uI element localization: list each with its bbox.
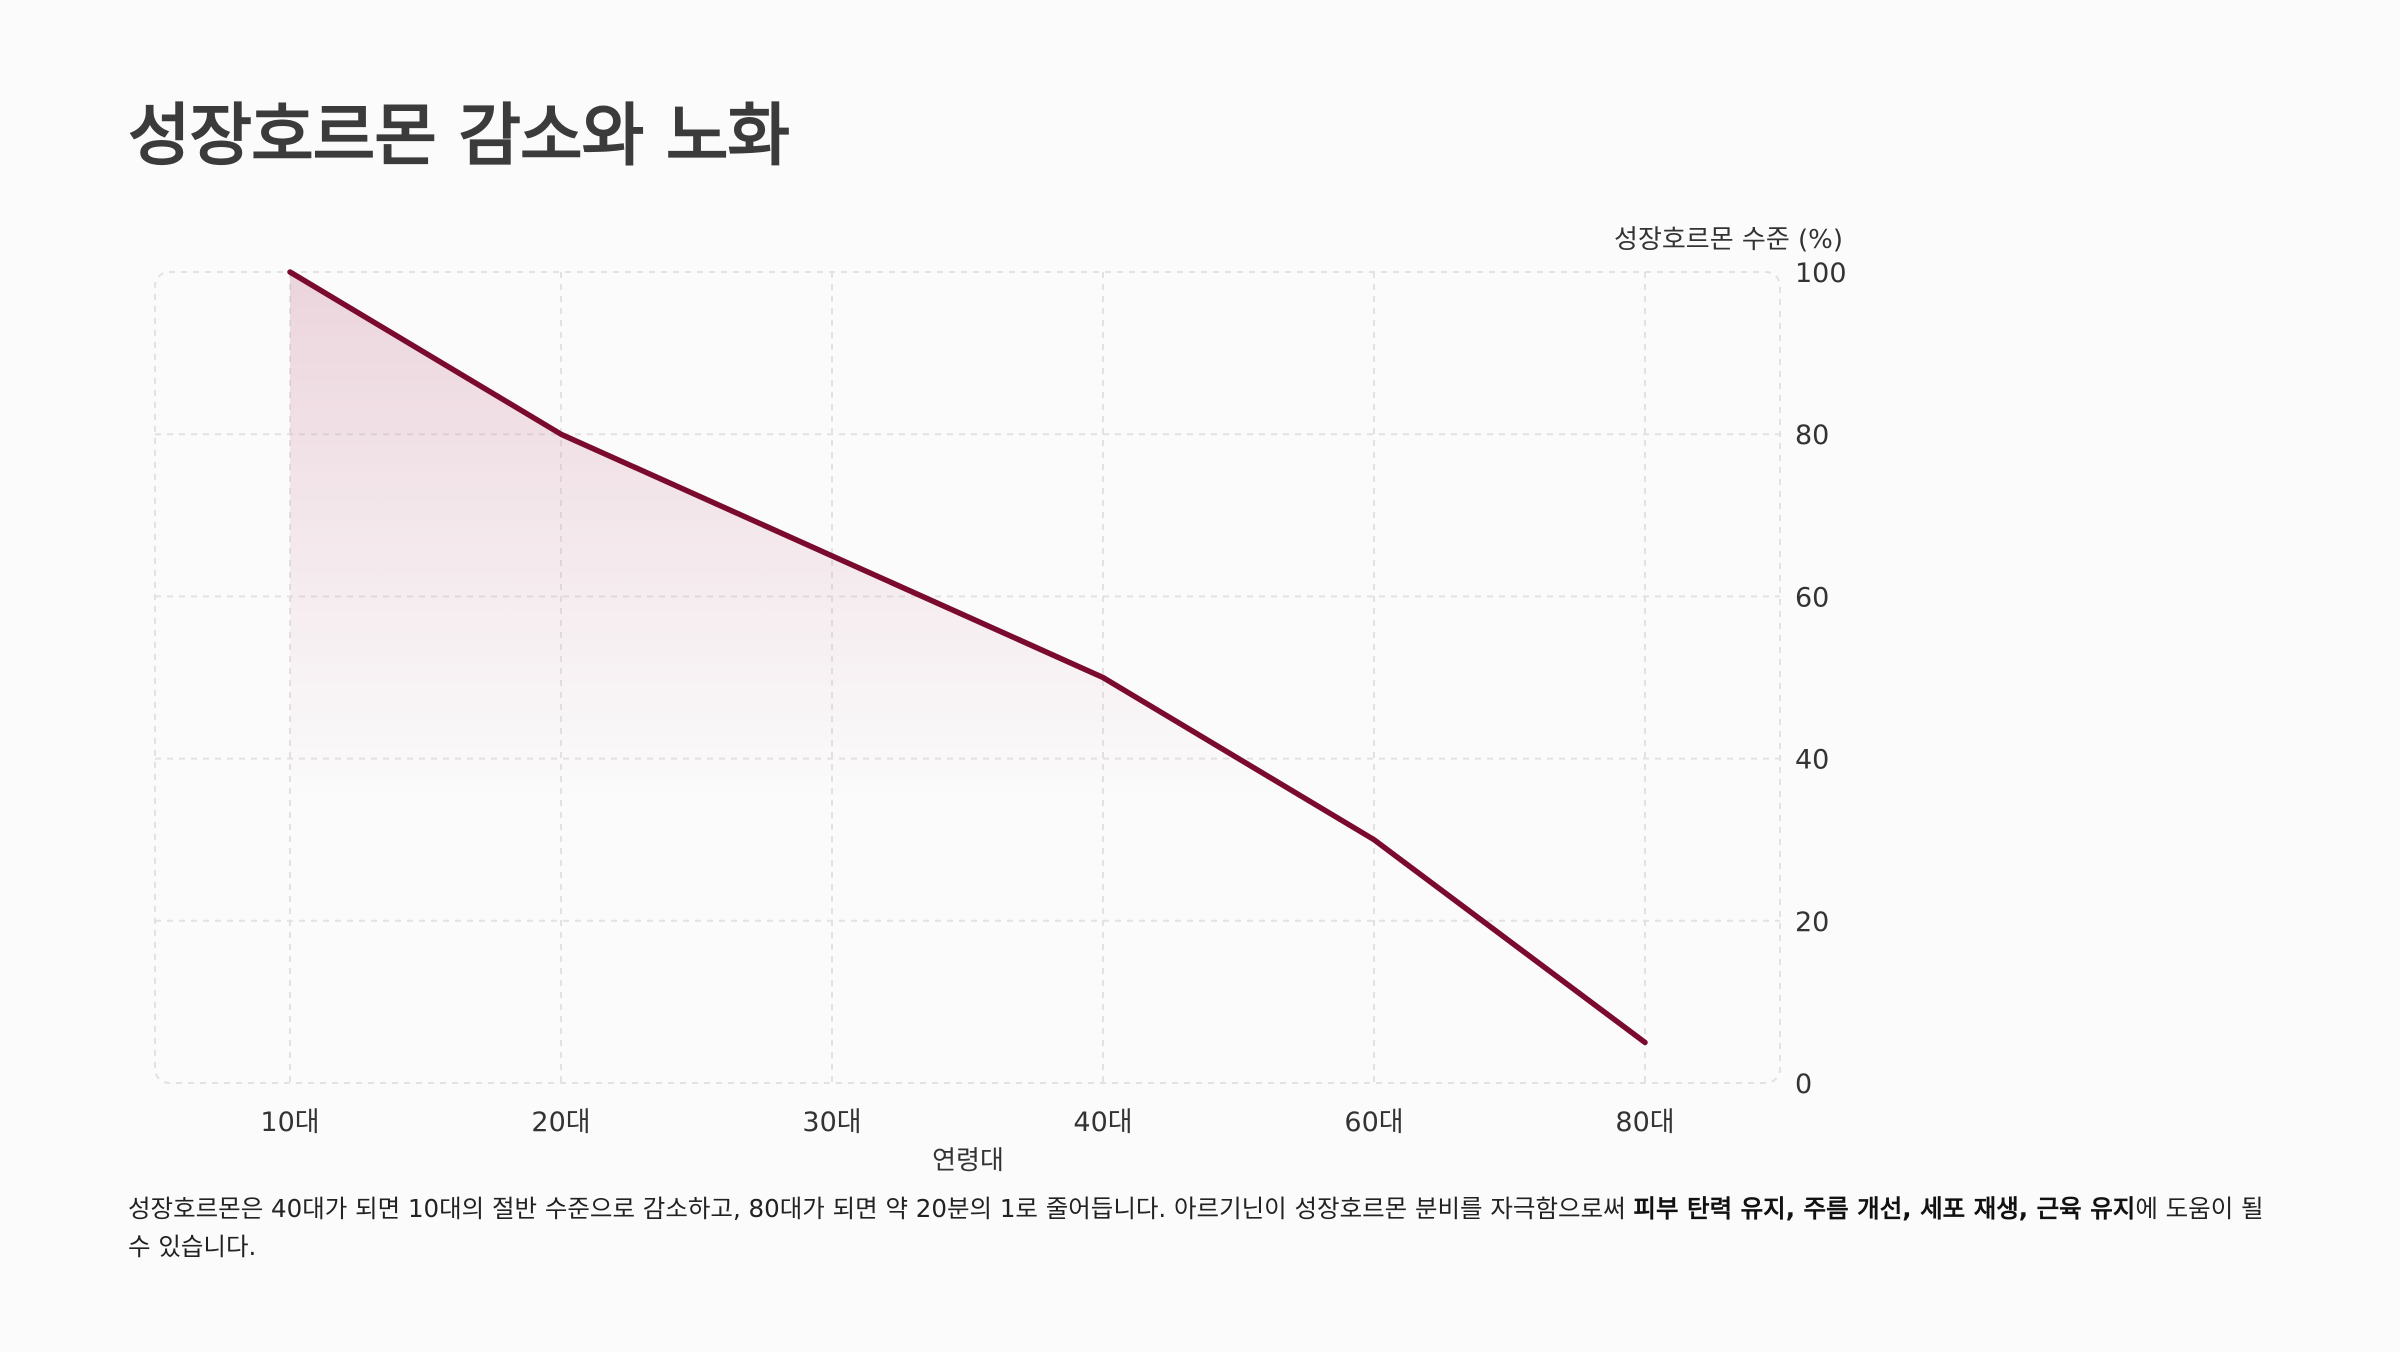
x-axis-label: 연령대 — [932, 1146, 1004, 1176]
x-tick-label: 30대 — [802, 1107, 861, 1138]
y-tick-label: 20 — [1795, 907, 1829, 938]
description-highlight: 피부 탄력 유지, 주름 개선, 세포 재생, 근육 유지 — [1633, 1194, 2136, 1223]
y-tick-label: 80 — [1795, 420, 1829, 451]
y-tick-label: 60 — [1795, 582, 1829, 613]
y-tick-label: 100 — [1795, 258, 1847, 289]
chart-description: 성장호르몬은 40대가 되면 10대의 절반 수준으로 감소하고, 80대가 되… — [128, 1190, 2278, 1266]
y-axis-label: 성장호르몬 수준 (%) — [1614, 225, 1843, 255]
description-text: 성장호르몬은 40대가 되면 10대의 절반 수준으로 감소하고, 80대가 되… — [128, 1194, 1634, 1223]
series-line — [287, 269, 1648, 1046]
series-area — [290, 272, 1645, 1083]
area-layer — [290, 272, 1645, 1083]
x-tick-label: 10대 — [260, 1107, 319, 1138]
y-tick-label: 40 — [1795, 745, 1829, 776]
y-axis: 0 20 40 60 80 100 — [1795, 258, 1847, 1100]
description-text-end: 에 도움이 될 수 있습니다. — [128, 1194, 2264, 1261]
x-tick-label: 80대 — [1615, 1107, 1674, 1138]
x-axis: 10대 20대 30대 40대 60대 80대 — [260, 1107, 1674, 1138]
x-tick-label: 20대 — [531, 1107, 590, 1138]
x-tick-label: 60대 — [1344, 1107, 1403, 1138]
y-tick-label: 0 — [1795, 1069, 1812, 1100]
x-tick-label: 40대 — [1073, 1107, 1132, 1138]
page-title: 성장호르몬 감소와 노화 — [128, 97, 790, 176]
line-layer — [287, 269, 1648, 1046]
